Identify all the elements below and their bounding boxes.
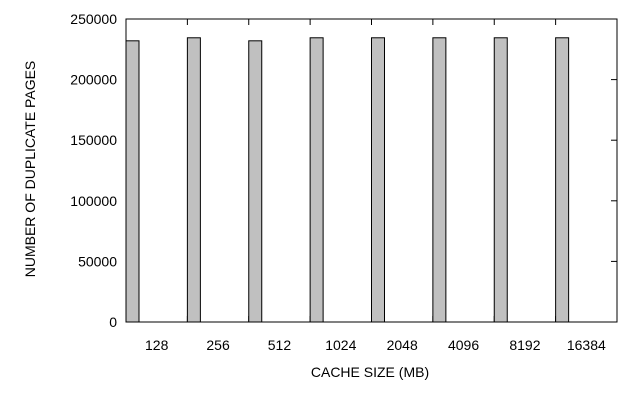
y-tick-label: 200000 xyxy=(70,72,117,88)
bar-2048 xyxy=(371,37,385,323)
y-axis-label: NUMBER OF DUPLICATE PAGES xyxy=(22,61,38,278)
bar-512 xyxy=(248,40,263,323)
x-tick-label: 1024 xyxy=(325,337,356,353)
y-tick-label: 50000 xyxy=(78,253,117,269)
x-tick-label: 4096 xyxy=(448,337,479,353)
y-tick-label: 100000 xyxy=(70,193,117,209)
y-tick-label: 0 xyxy=(109,314,117,330)
x-tick-label: 128 xyxy=(145,337,169,353)
x-tick-label: 256 xyxy=(206,337,230,353)
y-axis: 0 50000 100000 150000 200000 250000 xyxy=(70,11,617,330)
x-axis-label: CACHE SIZE (MB) xyxy=(311,364,429,380)
bar-16384 xyxy=(555,37,570,323)
y-tick-label: 250000 xyxy=(70,11,117,27)
bar-8192 xyxy=(493,37,508,323)
bar-128 xyxy=(125,40,140,323)
y-tick-label: 150000 xyxy=(70,132,117,148)
x-tick-label: 512 xyxy=(268,337,292,353)
bar-4096 xyxy=(432,37,447,323)
x-tick-label: 2048 xyxy=(387,337,418,353)
bar-256 xyxy=(186,37,201,323)
x-tick-label: 8192 xyxy=(509,337,540,353)
x-axis: 128 256 512 1024 2048 4096 8192 16384 xyxy=(145,19,606,353)
bar-1024 xyxy=(309,37,324,323)
bar-series xyxy=(125,37,570,323)
x-tick-label: 16384 xyxy=(567,337,606,353)
